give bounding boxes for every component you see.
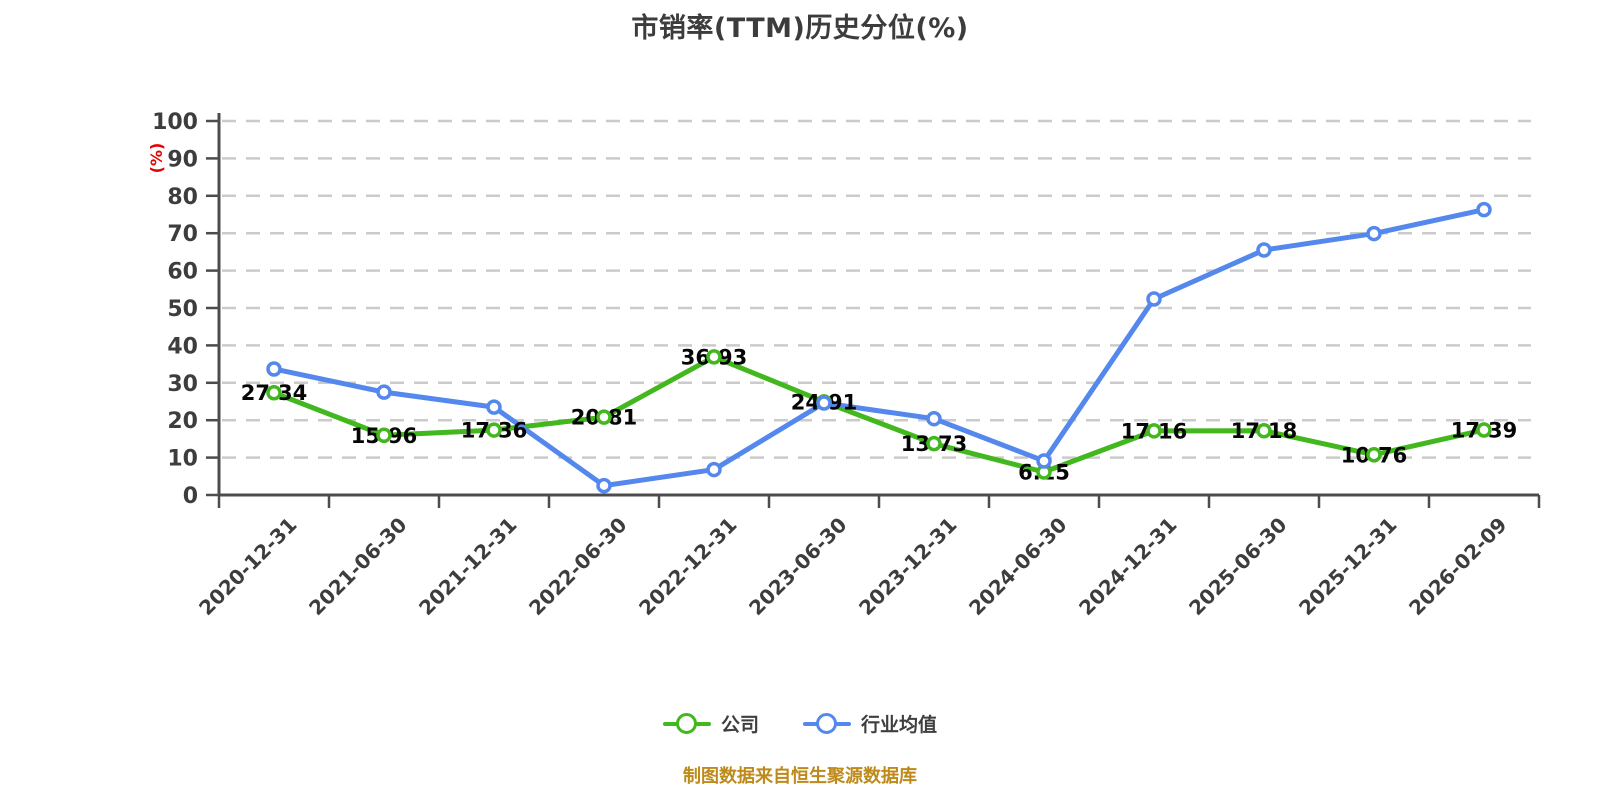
data-point[interactable] xyxy=(1476,422,1492,438)
data-point[interactable] xyxy=(706,349,722,365)
x-axis-tick-label: 2023-06-30 xyxy=(744,513,851,620)
data-point[interactable] xyxy=(266,384,282,401)
company-data-labels: 27.3415.9617.3620.8136.9324.9113.736.151… xyxy=(241,345,1517,484)
data-point[interactable] xyxy=(1476,201,1492,218)
data-point[interactable] xyxy=(1366,447,1382,463)
y-axis-tick-label: 70 xyxy=(167,222,198,247)
legend: 公司 行业均值 xyxy=(0,710,1600,737)
data-point[interactable] xyxy=(706,461,722,478)
data-point[interactable] xyxy=(926,435,942,452)
data-point[interactable] xyxy=(1146,291,1162,307)
industry-series-points xyxy=(266,201,1492,494)
data-point[interactable] xyxy=(596,409,612,425)
x-axis-tick-label: 2025-12-31 xyxy=(1294,513,1401,620)
legend-label-industry: 行业均值 xyxy=(861,714,938,736)
x-axis-tick-label: 2020-12-31 xyxy=(194,513,301,620)
data-source-note: 制图数据来自恒生聚源数据库 xyxy=(683,766,917,787)
y-axis-tick-label: 30 xyxy=(167,372,198,397)
grid-lines xyxy=(222,119,1531,459)
y-axis-tick-label: 80 xyxy=(167,185,198,210)
x-axis-tick-label: 2021-06-30 xyxy=(304,513,411,620)
y-axis-tick-label: 90 xyxy=(167,147,198,172)
x-axis-tick-label: 2026-02-09 xyxy=(1404,513,1511,620)
industry-series-marker-icon xyxy=(803,712,851,735)
x-axis-tick-label: 2024-12-31 xyxy=(1074,513,1181,620)
company-series-marker-icon xyxy=(662,712,711,735)
data-point[interactable] xyxy=(486,399,502,415)
legend-label-company: 公司 xyxy=(720,714,759,736)
data-point[interactable] xyxy=(816,395,832,411)
x-axis-tick-label: 2022-12-31 xyxy=(634,513,741,620)
data-point[interactable] xyxy=(266,361,282,377)
data-point[interactable] xyxy=(486,422,502,438)
data-point[interactable] xyxy=(1146,423,1162,439)
x-axis-tick-label: 2024-06-30 xyxy=(964,513,1071,620)
legend-circle-company xyxy=(675,712,697,734)
company-series-line xyxy=(271,354,1487,475)
y-axis-tick-label: 10 xyxy=(167,447,198,472)
y-axis-tick-label: 40 xyxy=(167,334,198,359)
data-point[interactable] xyxy=(376,427,392,444)
y-axis-tick-label: 0 xyxy=(183,484,198,509)
x-axis-tick-label: 2021-12-31 xyxy=(414,513,521,620)
y-axis-tick-label: 60 xyxy=(167,260,198,285)
y-axis-tick-label: 20 xyxy=(167,409,198,434)
y-axis-unit-label: (%) xyxy=(147,143,166,174)
data-point[interactable] xyxy=(1256,422,1272,439)
legend-item-company[interactable]: 公司 xyxy=(662,710,759,737)
data-point[interactable] xyxy=(596,477,612,494)
legend-item-industry[interactable]: 行业均值 xyxy=(803,710,937,737)
y-axis-tick-label: 100 xyxy=(152,110,198,135)
data-point[interactable] xyxy=(376,384,392,400)
company-series-points xyxy=(266,349,1492,480)
legend-circle-industry xyxy=(816,712,837,734)
data-point[interactable] xyxy=(1036,453,1052,469)
x-axis-tick-label: 2022-06-30 xyxy=(524,513,631,620)
y-axis-tick-label: 50 xyxy=(167,297,198,322)
data-point[interactable] xyxy=(1256,242,1272,258)
data-point[interactable] xyxy=(1366,225,1382,242)
x-axis-tick-label: 2025-06-30 xyxy=(1184,513,1291,620)
industry-series-line xyxy=(271,207,1487,489)
x-axis-tick-label: 2023-12-31 xyxy=(854,513,961,620)
chart-title: 市销率(TTM)历史分位(%) xyxy=(631,13,969,44)
data-point[interactable] xyxy=(926,410,942,427)
